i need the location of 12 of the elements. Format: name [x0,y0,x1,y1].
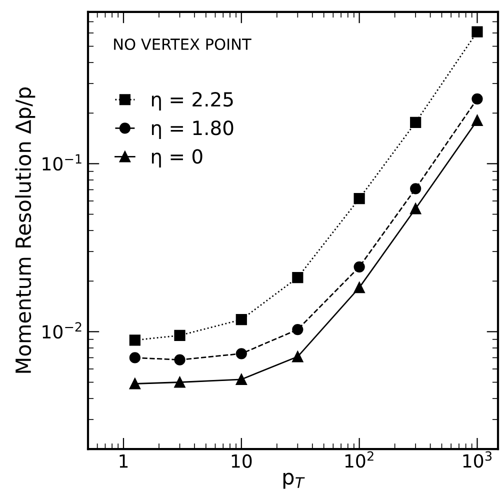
legend-label: η = 1.80 [152,120,234,140]
x-tick-label: 10$^{2}$ [345,451,374,468]
x-tick-label: 1 [120,454,128,468]
annotation: NO VERTEX POINT [114,38,252,50]
x-tick-label: 10$^{3}$ [463,451,492,468]
y-tick-label: 10$^{−1}$ [42,154,82,171]
legend-label: η = 0 [152,149,202,168]
x-axis-title: p$_{T}$ [283,472,305,489]
y-axis-title: Momentum Resolution Δp/p [14,87,36,373]
legend-label: η = 2.25 [152,92,233,110]
y-tick-label: 10$^{−2}$ [42,322,82,339]
x-tick-label: 10 [232,454,252,468]
